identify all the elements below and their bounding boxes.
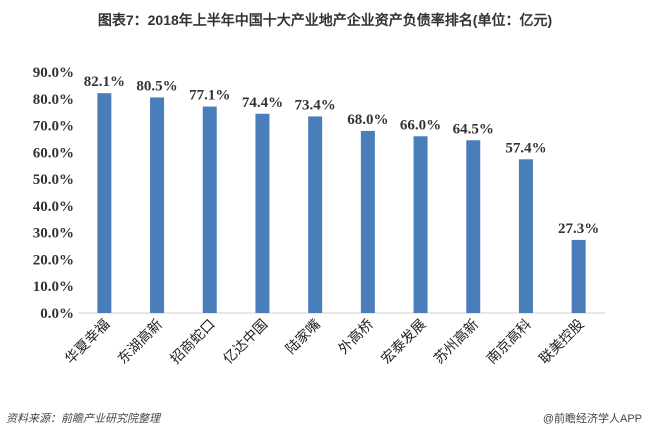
bar xyxy=(360,130,375,313)
bar xyxy=(97,93,112,313)
bar xyxy=(308,116,323,313)
x-tick-label: 宏泰发展 xyxy=(378,317,429,368)
bar xyxy=(518,159,533,313)
bar xyxy=(150,97,165,313)
y-tick-label: 50.0% xyxy=(33,172,74,188)
x-tick-label: 外高桥 xyxy=(335,316,377,358)
x-tick-label: 苏州高新 xyxy=(430,316,482,368)
y-tick-label: 20.0% xyxy=(33,252,74,268)
y-tick-label: 60.0% xyxy=(33,145,74,161)
bar xyxy=(571,239,586,313)
y-tick-label: 90.0% xyxy=(33,65,74,81)
bar xyxy=(202,106,217,313)
x-tick-label: 招商蛇口 xyxy=(168,317,219,368)
y-tick-label: 0.0% xyxy=(40,306,74,322)
data-label: 64.5% xyxy=(453,121,494,137)
y-tick-label: 40.0% xyxy=(33,199,74,215)
data-label: 66.0% xyxy=(400,117,441,133)
bar xyxy=(413,136,428,313)
chart-title: 图表7：2018年上半年中国十大产业地产企业资产负债率排名(单位：亿元) xyxy=(97,12,553,28)
data-label: 68.0% xyxy=(347,112,388,128)
x-tick-label: 华夏幸福 xyxy=(62,317,113,368)
x-tick-label: 亿达中国 xyxy=(220,317,271,368)
y-tick-label: 80.0% xyxy=(33,92,74,108)
bar xyxy=(466,140,481,313)
brand-credit: @前瞻经济学人APP xyxy=(542,413,642,425)
x-tick-label: 陆家嘴 xyxy=(282,316,324,358)
data-label: 82.1% xyxy=(84,74,125,90)
y-tick-label: 10.0% xyxy=(33,279,74,295)
y-tick-label: 30.0% xyxy=(33,226,74,242)
x-tick-label: 联美控股 xyxy=(537,317,588,368)
source-note: 资料来源：前瞻产业研究院整理 xyxy=(6,413,160,425)
y-tick-label: 70.0% xyxy=(33,119,74,135)
x-tick-label: 东湖高新 xyxy=(114,316,166,368)
data-label: 80.5% xyxy=(136,78,177,94)
x-tick-label: 南京高科 xyxy=(483,316,535,368)
bar xyxy=(255,113,270,313)
data-label: 57.4% xyxy=(505,140,546,156)
data-label: 27.3% xyxy=(558,221,599,237)
data-label: 74.4% xyxy=(242,95,283,111)
data-label: 73.4% xyxy=(295,97,336,113)
data-label: 77.1% xyxy=(189,88,230,104)
